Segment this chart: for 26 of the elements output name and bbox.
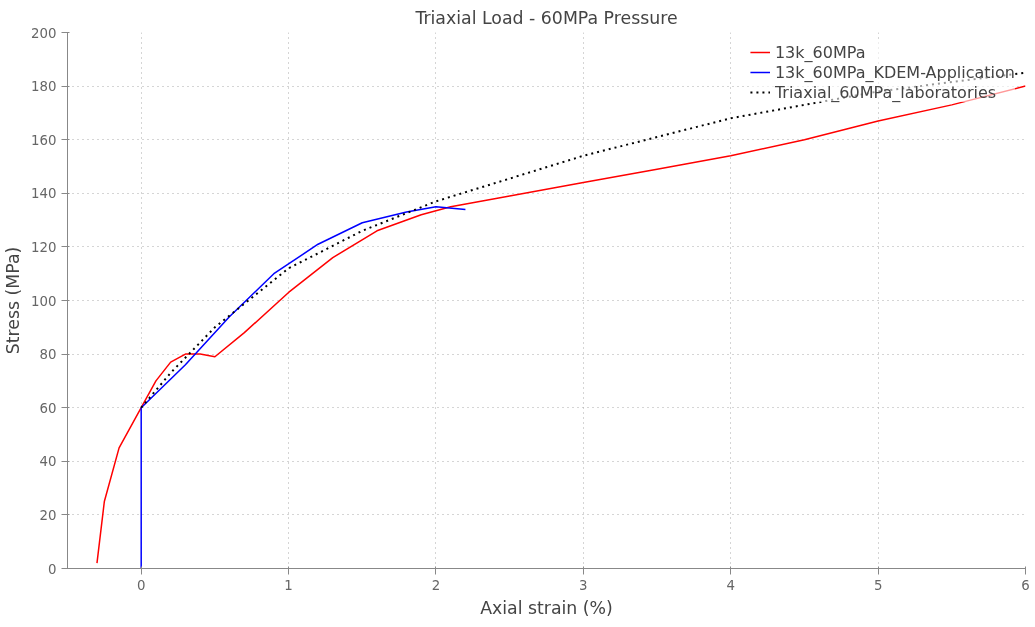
y-tick-label: 20 (39, 507, 57, 523)
y-tick-label: 140 (31, 186, 57, 202)
x-axis-title: Axial strain (%) (480, 597, 613, 618)
x-tick-label: 6 (1021, 577, 1030, 593)
x-tick-label: 4 (726, 577, 735, 593)
legend-label: 13k_60MPa (774, 42, 866, 62)
y-tick-label: 100 (31, 293, 57, 309)
legend-label: Triaxial_60MPa_laboratories (774, 82, 997, 102)
x-tick-label: 1 (284, 577, 293, 593)
y-tick-label: 200 (31, 25, 57, 41)
y-tick-label: 40 (39, 454, 57, 470)
y-axis-title: Stress (MPa) (3, 246, 24, 355)
y-tick-label: 160 (31, 132, 57, 148)
y-tick-label: 80 (39, 347, 57, 363)
line-series (96, 85, 1026, 564)
y-tick-label: 60 (39, 400, 57, 416)
x-tick-label: 2 (431, 577, 441, 593)
x-tick-label: 3 (579, 577, 588, 593)
line-series (140, 205, 467, 569)
x-tick-label: 0 (136, 577, 146, 593)
chart-title: Triaxial Load - 60MPa Pressure (414, 7, 678, 28)
y-tick-label: 0 (48, 561, 57, 577)
y-tick-label: 120 (31, 239, 57, 255)
legend-label: 13k_60MPa_KDEM-Application (774, 62, 1015, 82)
x-tick-label: 5 (873, 577, 883, 593)
y-tick-label: 180 (31, 79, 57, 95)
